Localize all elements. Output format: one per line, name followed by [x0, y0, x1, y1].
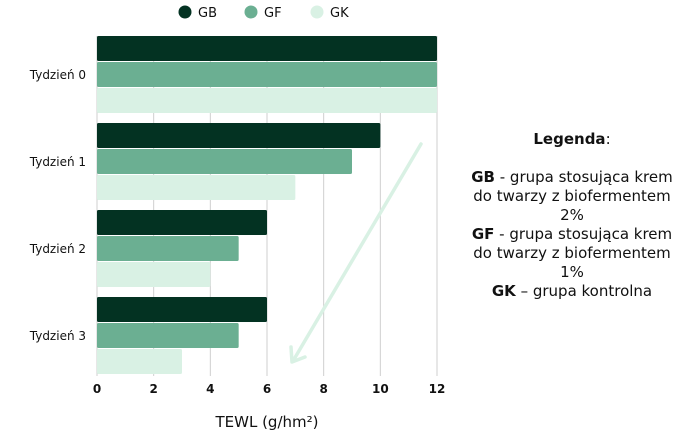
legend-label-gb: GB: [198, 6, 217, 21]
x-tick-labels: 0 2 4 6 8 10 12: [93, 382, 446, 396]
bar-gb-3: [97, 297, 267, 322]
legend-label-gf: GF: [264, 6, 282, 21]
side-legend-entry-gf: GF - grupa stosująca krem do twarzy z bi…: [471, 225, 673, 281]
x-tick-label: 0: [93, 382, 101, 396]
bar-gk-1: [97, 175, 296, 200]
x-tick-label: 2: [149, 382, 157, 396]
x-tick-label: 10: [372, 382, 389, 396]
bars: [97, 36, 437, 374]
bar-gb-0: [97, 36, 437, 61]
bar-gf-0: [97, 62, 437, 87]
x-tick-label: 12: [429, 382, 446, 396]
side-legend: Legenda: GB - grupa stosująca krem do tw…: [462, 130, 682, 301]
bar-gf-3: [97, 323, 239, 348]
legend-label-gk: GK: [330, 6, 349, 21]
bar-gf-2: [97, 236, 239, 261]
side-legend-entry-gk: GK – grupa kontrolna: [491, 282, 653, 300]
x-tick-label: 8: [319, 382, 327, 396]
bar-gb-1: [97, 123, 381, 148]
x-tick-label: 6: [263, 382, 271, 396]
legend-swatch-gb: [178, 5, 192, 19]
category-label: Tydzień 3: [29, 329, 86, 343]
bar-gb-2: [97, 210, 267, 235]
side-legend-entry-gb: GB - grupa stosująca krem do twarzy z bi…: [471, 168, 673, 224]
x-axis-title: TEWL (g/hm²): [214, 413, 318, 431]
category-label: Tydzień 1: [29, 155, 86, 169]
bar-gk-0: [97, 88, 437, 113]
x-tick-label: 4: [206, 382, 214, 396]
category-label: Tydzień 0: [29, 68, 86, 82]
bar-gk-2: [97, 262, 211, 287]
bar-gk-3: [97, 349, 182, 374]
category-labels: Tydzień 0 Tydzień 1 Tydzień 2 Tydzień 3: [29, 68, 86, 343]
category-label: Tydzień 2: [29, 242, 86, 256]
side-legend-title: Legenda:: [533, 130, 611, 148]
chart-legend: GB GF GK: [178, 5, 349, 21]
legend-swatch-gk: [310, 5, 324, 19]
legend-swatch-gf: [244, 5, 258, 19]
bar-gf-1: [97, 149, 352, 174]
trend-arrow-icon: [289, 142, 423, 364]
